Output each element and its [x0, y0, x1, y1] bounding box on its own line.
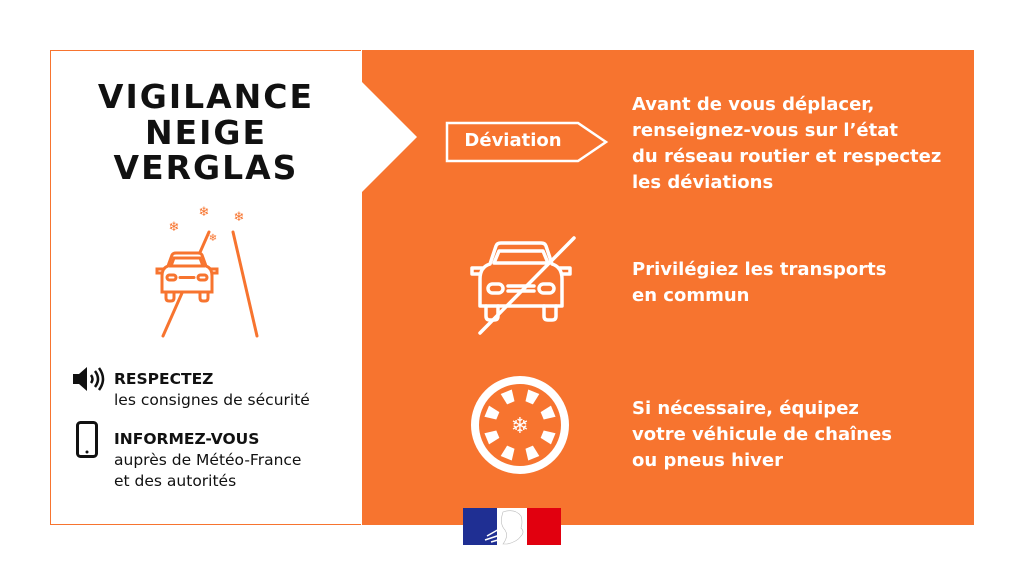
deviation-badge-label: Déviation	[464, 130, 562, 151]
deviation-line-1: Avant de vous déplacer,	[632, 94, 875, 115]
informez-line-2: et des autorités	[114, 472, 237, 490]
car-on-snowy-road-icon: ❄ ❄ ❄ ❄	[155, 205, 259, 338]
winter-tire-icon: ❄	[471, 376, 569, 474]
tire-spoke	[540, 405, 556, 420]
deviation-sign-icon	[445, 121, 609, 163]
deviation-text: Avant de vous déplacer, renseignez-vous …	[632, 92, 941, 196]
informez-heading: INFORMEZ-VOUS	[114, 430, 260, 448]
respectez-text: RESPECTEZ les consignes de sécurité	[114, 369, 310, 411]
deviation-line-2: renseignez-vous sur l’état	[632, 120, 898, 141]
panel-arrow	[361, 82, 417, 192]
equipement-text: Si nécessaire, équipez votre véhicule de…	[632, 396, 892, 474]
svg-text:❄: ❄	[511, 414, 529, 439]
no-car-icon	[470, 236, 576, 335]
tire-spoke	[500, 445, 515, 461]
svg-text:❄: ❄	[209, 233, 217, 244]
informez-line-1: auprès de Météo-France	[114, 451, 302, 469]
transports-line-1: Privilégiez les transports	[632, 259, 887, 280]
tire-spoke	[484, 405, 500, 420]
respectez-line-1: les consignes de sécurité	[114, 391, 310, 409]
equipement-line-3: ou pneus hiver	[632, 450, 783, 471]
deviation-line-4: les déviations	[632, 172, 774, 193]
transports-line-2: en commun	[632, 285, 750, 306]
equipement-line-2: votre véhicule de chaînes	[632, 424, 893, 445]
informez-text: INFORMEZ-VOUS auprès de Météo-France et …	[114, 429, 301, 492]
respectez-heading: RESPECTEZ	[114, 370, 214, 388]
tire-spoke	[525, 389, 540, 405]
tire-spoke	[484, 430, 500, 445]
tire-spoke	[540, 430, 556, 445]
title-line-2: NEIGE	[144, 113, 268, 152]
svg-text:❄: ❄	[199, 205, 210, 220]
tire-spoke	[500, 389, 515, 405]
title-line-3: VERGLAS	[113, 148, 299, 187]
smartphone-icon	[76, 421, 98, 458]
speaker-icon	[73, 367, 105, 391]
tire-spoke	[525, 445, 540, 461]
transports-text: Privilégiez les transports en commun	[632, 257, 887, 309]
deviation-line-3: du réseau routier et respectez	[632, 146, 942, 167]
marianne-republique-francaise-logo	[463, 508, 561, 545]
svg-text:❄: ❄	[169, 220, 180, 235]
title-line-1: VIGILANCE	[97, 77, 315, 116]
svg-text:❄: ❄	[234, 210, 245, 225]
orange-background	[362, 50, 974, 525]
equipement-line-1: Si nécessaire, équipez	[632, 398, 859, 419]
